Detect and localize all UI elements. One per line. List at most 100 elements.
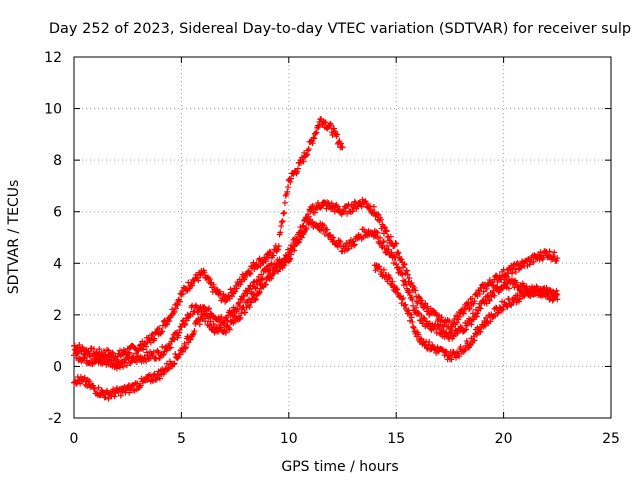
data-point [223, 297, 230, 304]
data-point [286, 256, 293, 263]
data-point [288, 175, 295, 182]
data-point [383, 242, 390, 249]
data-point [451, 315, 458, 322]
data-point [287, 178, 294, 185]
data-point [410, 302, 417, 309]
data-point [176, 329, 183, 336]
data-point [494, 310, 501, 317]
y-tick-label: 4 [53, 256, 62, 272]
data-point [504, 303, 511, 310]
data-point [128, 358, 135, 365]
data-point [405, 307, 412, 314]
data-point [285, 184, 292, 191]
data-point [117, 392, 124, 399]
data-point [380, 239, 387, 246]
data-point [156, 325, 163, 332]
data-point [399, 296, 406, 303]
y-tick-label: 10 [44, 102, 62, 118]
data-point [466, 305, 473, 312]
data-point [409, 296, 416, 303]
data-point [205, 315, 212, 322]
data-point [280, 210, 287, 217]
data-point [351, 198, 358, 205]
data-point [375, 211, 382, 218]
data-point [460, 310, 467, 317]
data-point [503, 273, 510, 280]
data-point [322, 119, 329, 126]
data-point [271, 270, 278, 277]
data-point [236, 302, 243, 309]
data-point [259, 275, 266, 282]
data-point [311, 209, 318, 216]
data-point [546, 248, 553, 255]
x-axis-label: GPS time / hours [281, 459, 398, 475]
data-point [254, 264, 261, 271]
data-point [461, 347, 468, 354]
data-point [433, 311, 440, 318]
data-point [484, 293, 491, 300]
data-point [412, 287, 419, 294]
x-tick-label: 10 [280, 431, 298, 447]
data-point [178, 324, 185, 331]
data-point [391, 254, 398, 261]
data-point [153, 355, 160, 362]
data-point [514, 260, 521, 267]
data-point [313, 129, 320, 136]
data-point [206, 276, 213, 283]
data-point [137, 382, 144, 389]
data-point [463, 326, 470, 333]
data-point [140, 346, 147, 353]
data-point [334, 131, 341, 138]
data-point [314, 122, 321, 129]
data-point [448, 356, 455, 363]
data-point [237, 314, 244, 321]
data-point [302, 225, 309, 232]
data-point [175, 332, 182, 339]
data-point [281, 209, 288, 216]
data-point [102, 354, 109, 361]
data-point [195, 277, 202, 284]
data-point [274, 267, 281, 274]
data-point [176, 298, 183, 305]
data-point [155, 349, 162, 356]
data-point [90, 346, 97, 353]
data-point [426, 339, 433, 346]
data-point [206, 322, 213, 329]
data-point [298, 234, 305, 241]
data-point [385, 246, 392, 253]
data-point [483, 300, 490, 307]
data-point [258, 271, 265, 278]
data-point [408, 314, 415, 321]
data-point [118, 360, 125, 367]
data-point [237, 281, 244, 288]
data-point [406, 275, 413, 282]
data-point [268, 275, 275, 282]
data-point [374, 234, 381, 241]
data-point [415, 331, 422, 338]
data-point [113, 365, 120, 372]
data-point [74, 350, 81, 357]
data-point [277, 229, 284, 236]
data-point [120, 363, 127, 370]
data-point [225, 292, 232, 299]
data-point [516, 295, 523, 302]
data-point [255, 289, 262, 296]
data-point [363, 200, 370, 207]
data-point [250, 279, 257, 286]
data-point [299, 223, 306, 230]
data-point [409, 318, 416, 325]
data-point [291, 247, 298, 254]
y-tick-label: 8 [53, 153, 62, 169]
data-point [383, 228, 390, 235]
data-point [278, 223, 285, 230]
data-point [318, 204, 325, 211]
data-point [377, 235, 384, 242]
data-point [167, 344, 174, 351]
data-point [398, 256, 405, 263]
data-point [456, 313, 463, 320]
data-point [470, 316, 477, 323]
data-point [218, 324, 225, 331]
data-point [337, 140, 344, 147]
data-point [477, 305, 484, 312]
